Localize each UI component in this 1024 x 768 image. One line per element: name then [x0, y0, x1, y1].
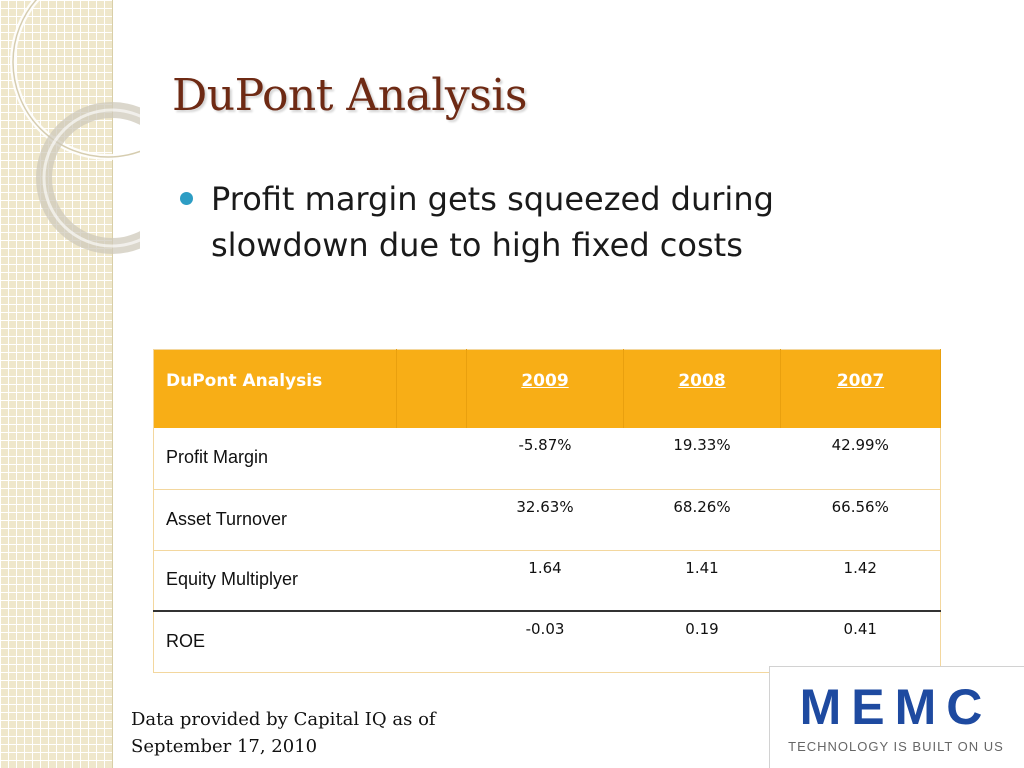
row-spacer	[396, 489, 467, 551]
year-link-2008[interactable]: 2008	[678, 371, 726, 391]
year-link-2009[interactable]: 2009	[521, 371, 569, 391]
row-spacer	[396, 611, 467, 673]
dupont-table: DuPont Analysis 2009 2008 2007 Profit Ma…	[153, 349, 941, 673]
cell-value: 32.63%	[466, 489, 624, 551]
source-note: Data provided by Capital IQ as of Septem…	[131, 706, 436, 760]
row-label: Profit Margin	[153, 428, 397, 490]
source-note-line: Data provided by Capital IQ as of	[131, 709, 436, 730]
cell-value: 42.99%	[780, 428, 941, 490]
cell-value: 66.56%	[780, 489, 941, 551]
header-year-2008[interactable]: 2008	[623, 349, 781, 428]
cell-value: 1.64	[466, 550, 624, 612]
source-note-line: September 17, 2010	[131, 736, 318, 757]
bullet-point: Profit margin gets squeezed during slowd…	[180, 176, 900, 268]
cell-value: 68.26%	[623, 489, 781, 551]
row-label: Equity Multiplyer	[153, 550, 397, 612]
cell-value: 0.19	[623, 611, 781, 673]
cell-value: -5.87%	[466, 428, 624, 490]
cell-value: 19.33%	[623, 428, 781, 490]
header-year-2007[interactable]: 2007	[780, 349, 941, 428]
logo-tagline: TECHNOLOGY IS BUILT ON US	[788, 739, 1004, 754]
row-spacer	[396, 428, 467, 490]
table-row: ROE -0.03 0.19 0.41	[153, 611, 941, 673]
row-label: Asset Turnover	[153, 489, 397, 551]
slide-title: DuPont Analysis	[172, 70, 527, 121]
table-row: Profit Margin -5.87% 19.33% 42.99%	[153, 428, 941, 490]
table-header-row: DuPont Analysis 2009 2008 2007	[153, 349, 941, 428]
cell-value: 0.41	[780, 611, 941, 673]
logo-wordmark: MEMC	[799, 679, 993, 735]
table-row: Asset Turnover 32.63% 68.26% 66.56%	[153, 489, 941, 551]
bullet-text: Profit margin gets squeezed during slowd…	[211, 180, 774, 264]
memc-logo: MEMC TECHNOLOGY IS BUILT ON US	[769, 666, 1024, 768]
table-row: Equity Multiplyer 1.64 1.41 1.42	[153, 550, 941, 612]
header-year-2009[interactable]: 2009	[466, 349, 624, 428]
cell-value: -0.03	[466, 611, 624, 673]
cell-value: 1.42	[780, 550, 941, 612]
row-spacer	[396, 550, 467, 612]
bullet-dot-icon	[180, 192, 193, 205]
decorative-rings	[10, 0, 140, 254]
cell-value: 1.41	[623, 550, 781, 612]
header-spacer	[396, 349, 467, 428]
year-link-2007[interactable]: 2007	[836, 371, 885, 391]
row-label: ROE	[153, 611, 397, 673]
header-label: DuPont Analysis	[153, 349, 397, 428]
